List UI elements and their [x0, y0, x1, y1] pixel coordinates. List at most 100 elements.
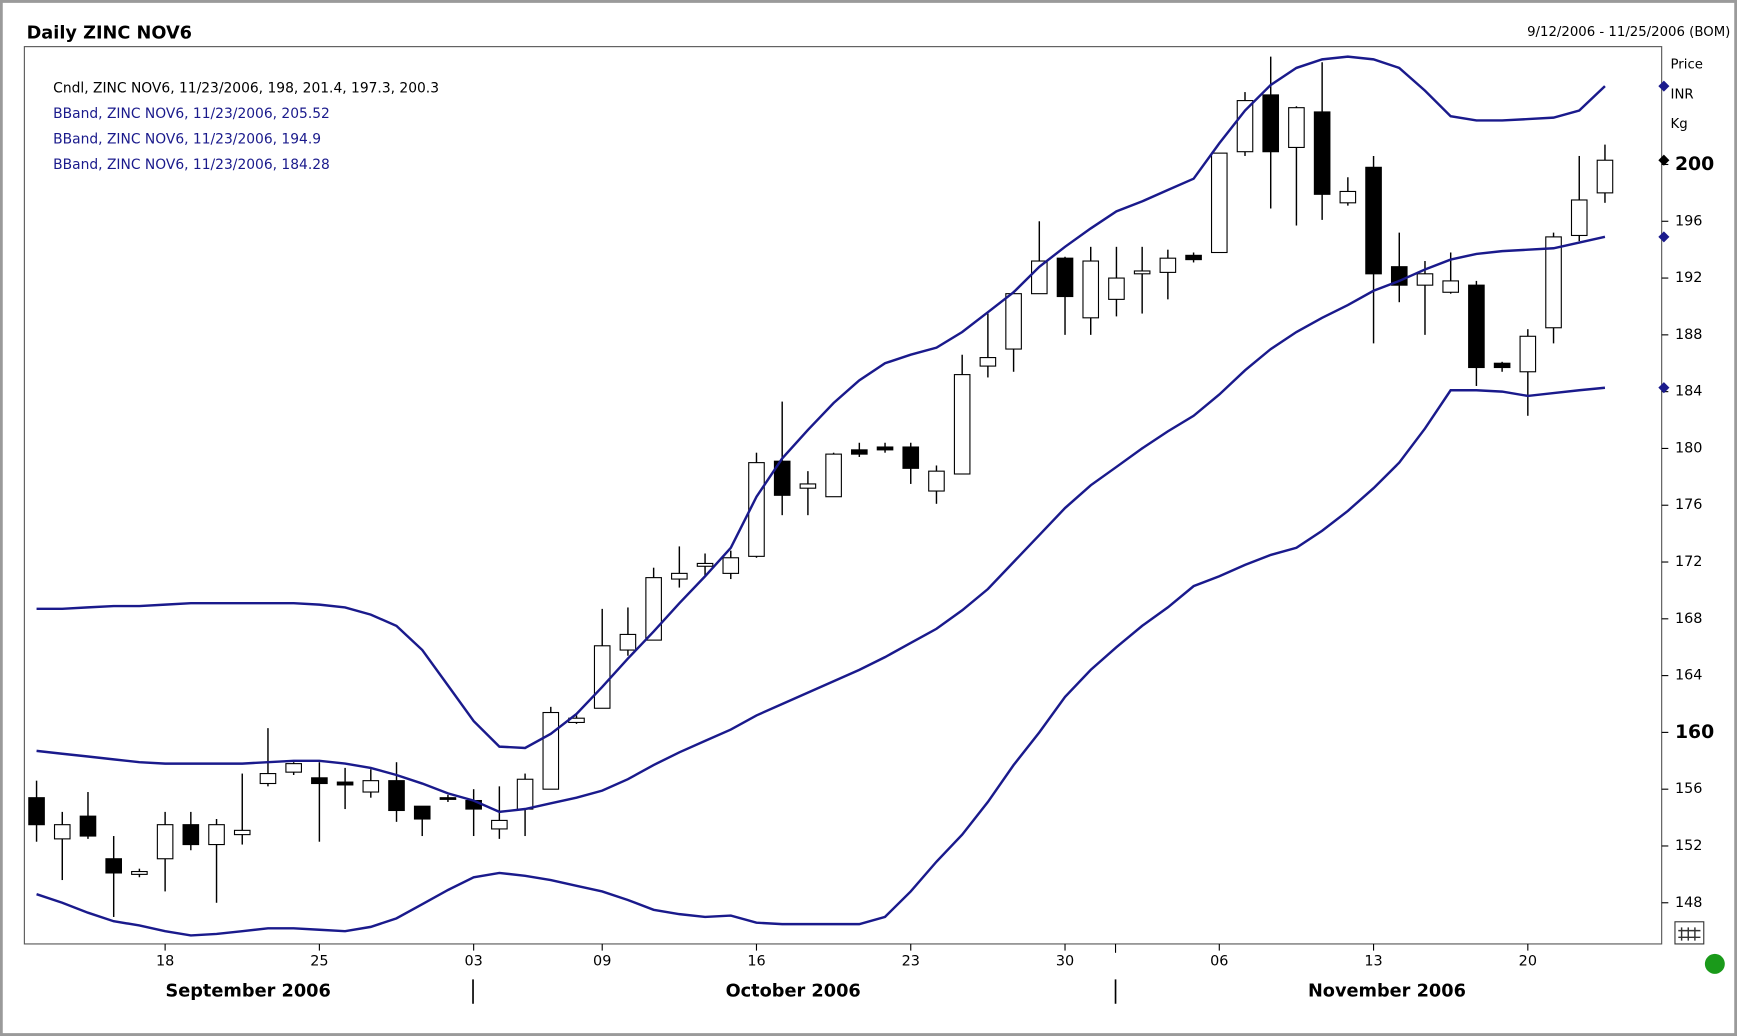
candle-body — [851, 449, 868, 455]
candle-body — [876, 446, 894, 451]
y-axis-label: INR — [1671, 87, 1694, 102]
candle-body — [1313, 111, 1331, 195]
candle-body — [1519, 335, 1537, 373]
y-tick-label: 184 — [1675, 384, 1702, 400]
y-tick-label: 164 — [1675, 668, 1702, 684]
candle-body — [1288, 107, 1305, 148]
y-tick-label: 196 — [1675, 213, 1702, 229]
x-tick-label: 30 — [1056, 954, 1074, 970]
candle-body — [1185, 254, 1202, 261]
candle-body — [1236, 100, 1254, 153]
candle-body — [285, 763, 302, 773]
candle-body — [979, 357, 997, 367]
x-tick-label: 06 — [1210, 954, 1228, 970]
x-tick-label: 18 — [156, 954, 174, 970]
x-tick-label: 16 — [747, 954, 765, 970]
candle-body — [1442, 280, 1460, 293]
candle-body — [593, 645, 611, 709]
candle-body — [362, 780, 380, 793]
candle-body — [28, 797, 45, 826]
candle-body — [1570, 199, 1588, 237]
candle-body — [825, 453, 842, 498]
candle-body — [1262, 94, 1280, 153]
x-tick-label: 25 — [310, 954, 328, 970]
candle-body — [696, 562, 714, 567]
month-label: September 2006 — [165, 982, 330, 1002]
y-tick-label: 188 — [1675, 327, 1702, 343]
grid-icon-box[interactable] — [1674, 921, 1705, 945]
month-label: October 2006 — [726, 982, 861, 1002]
candle-body — [1545, 236, 1562, 329]
y-tick-label: 168 — [1675, 611, 1702, 627]
band-line — [36, 386, 1606, 937]
grid-icon[interactable] — [1674, 921, 1705, 945]
candle-body — [491, 819, 508, 830]
candle-body — [953, 374, 971, 475]
band-line — [36, 55, 1606, 750]
candle-body — [1159, 257, 1177, 273]
grid-icon-lines — [1678, 927, 1701, 941]
chart-title: Daily ZINC NOV6 — [27, 23, 192, 43]
candle-body — [131, 870, 148, 875]
candle-body — [1056, 257, 1074, 298]
candle-body — [1493, 362, 1511, 369]
candle-body — [1416, 273, 1434, 286]
candle-body — [619, 633, 637, 651]
candle-body — [542, 711, 560, 790]
candle-body — [722, 557, 740, 574]
candle-body — [208, 824, 225, 846]
legend-entry: BBand, ZINC NOV6, 11/23/2006, 194.9 — [53, 132, 321, 148]
candle-body — [1339, 190, 1357, 204]
x-tick-label: 03 — [464, 954, 482, 970]
y-axis-label: Kg — [1671, 117, 1688, 132]
candle-body — [439, 797, 457, 800]
y-tick-label: 192 — [1675, 270, 1702, 286]
candle-body — [413, 805, 431, 820]
y-tick-label: 156 — [1675, 781, 1702, 797]
chart-subtitle: 9/12/2006 - 11/25/2006 (BOM) — [1527, 25, 1730, 40]
y-axis-label: Price — [1671, 57, 1703, 72]
candle-body — [799, 483, 817, 489]
y-tick-label: 160 — [1675, 722, 1714, 743]
candle-body — [259, 773, 277, 785]
candle-body — [79, 815, 97, 837]
candle-body — [516, 778, 534, 810]
y-tick-label: 172 — [1675, 554, 1702, 570]
candle-body — [1365, 166, 1382, 275]
candle-body — [645, 577, 662, 641]
candle-body — [336, 781, 354, 786]
candle-body — [1005, 293, 1022, 350]
x-tick-label: 23 — [902, 954, 920, 970]
y-tick-label: 176 — [1675, 497, 1702, 513]
legend-entry: Cndl, ZINC NOV6, 11/23/2006, 198, 201.4,… — [53, 81, 439, 97]
candle-body — [1210, 152, 1228, 254]
plot-border — [23, 46, 1663, 945]
candle-body — [928, 470, 945, 492]
month-label: November 2006 — [1308, 982, 1466, 1002]
y-tick-label: 200 — [1675, 154, 1714, 175]
status-indicator — [1704, 953, 1725, 974]
y-tick-label: 148 — [1675, 895, 1702, 911]
band-line — [36, 235, 1606, 814]
candle-body — [105, 858, 122, 874]
candles — [28, 56, 1614, 917]
candle-body — [182, 824, 200, 846]
legend-entry: BBand, ZINC NOV6, 11/23/2006, 205.52 — [53, 106, 330, 122]
candle-body — [1390, 266, 1408, 286]
y-tick-label: 152 — [1675, 838, 1702, 854]
x-tick-label: 13 — [1364, 954, 1382, 970]
candle-body — [1133, 270, 1151, 275]
legend-entry: BBand, ZINC NOV6, 11/23/2006, 184.28 — [53, 157, 330, 173]
x-tick-label: 20 — [1519, 954, 1537, 970]
x-tick-label: 09 — [593, 954, 611, 970]
candle-body — [1108, 277, 1125, 300]
candle-body — [388, 780, 405, 812]
candle-body — [233, 829, 251, 836]
candle-body — [1082, 260, 1100, 319]
candle-body — [1468, 284, 1485, 369]
candle-body — [773, 460, 791, 496]
legend: Cndl, ZINC NOV6, 11/23/2006, 198, 201.4,… — [53, 81, 439, 173]
candle-body — [53, 824, 71, 840]
